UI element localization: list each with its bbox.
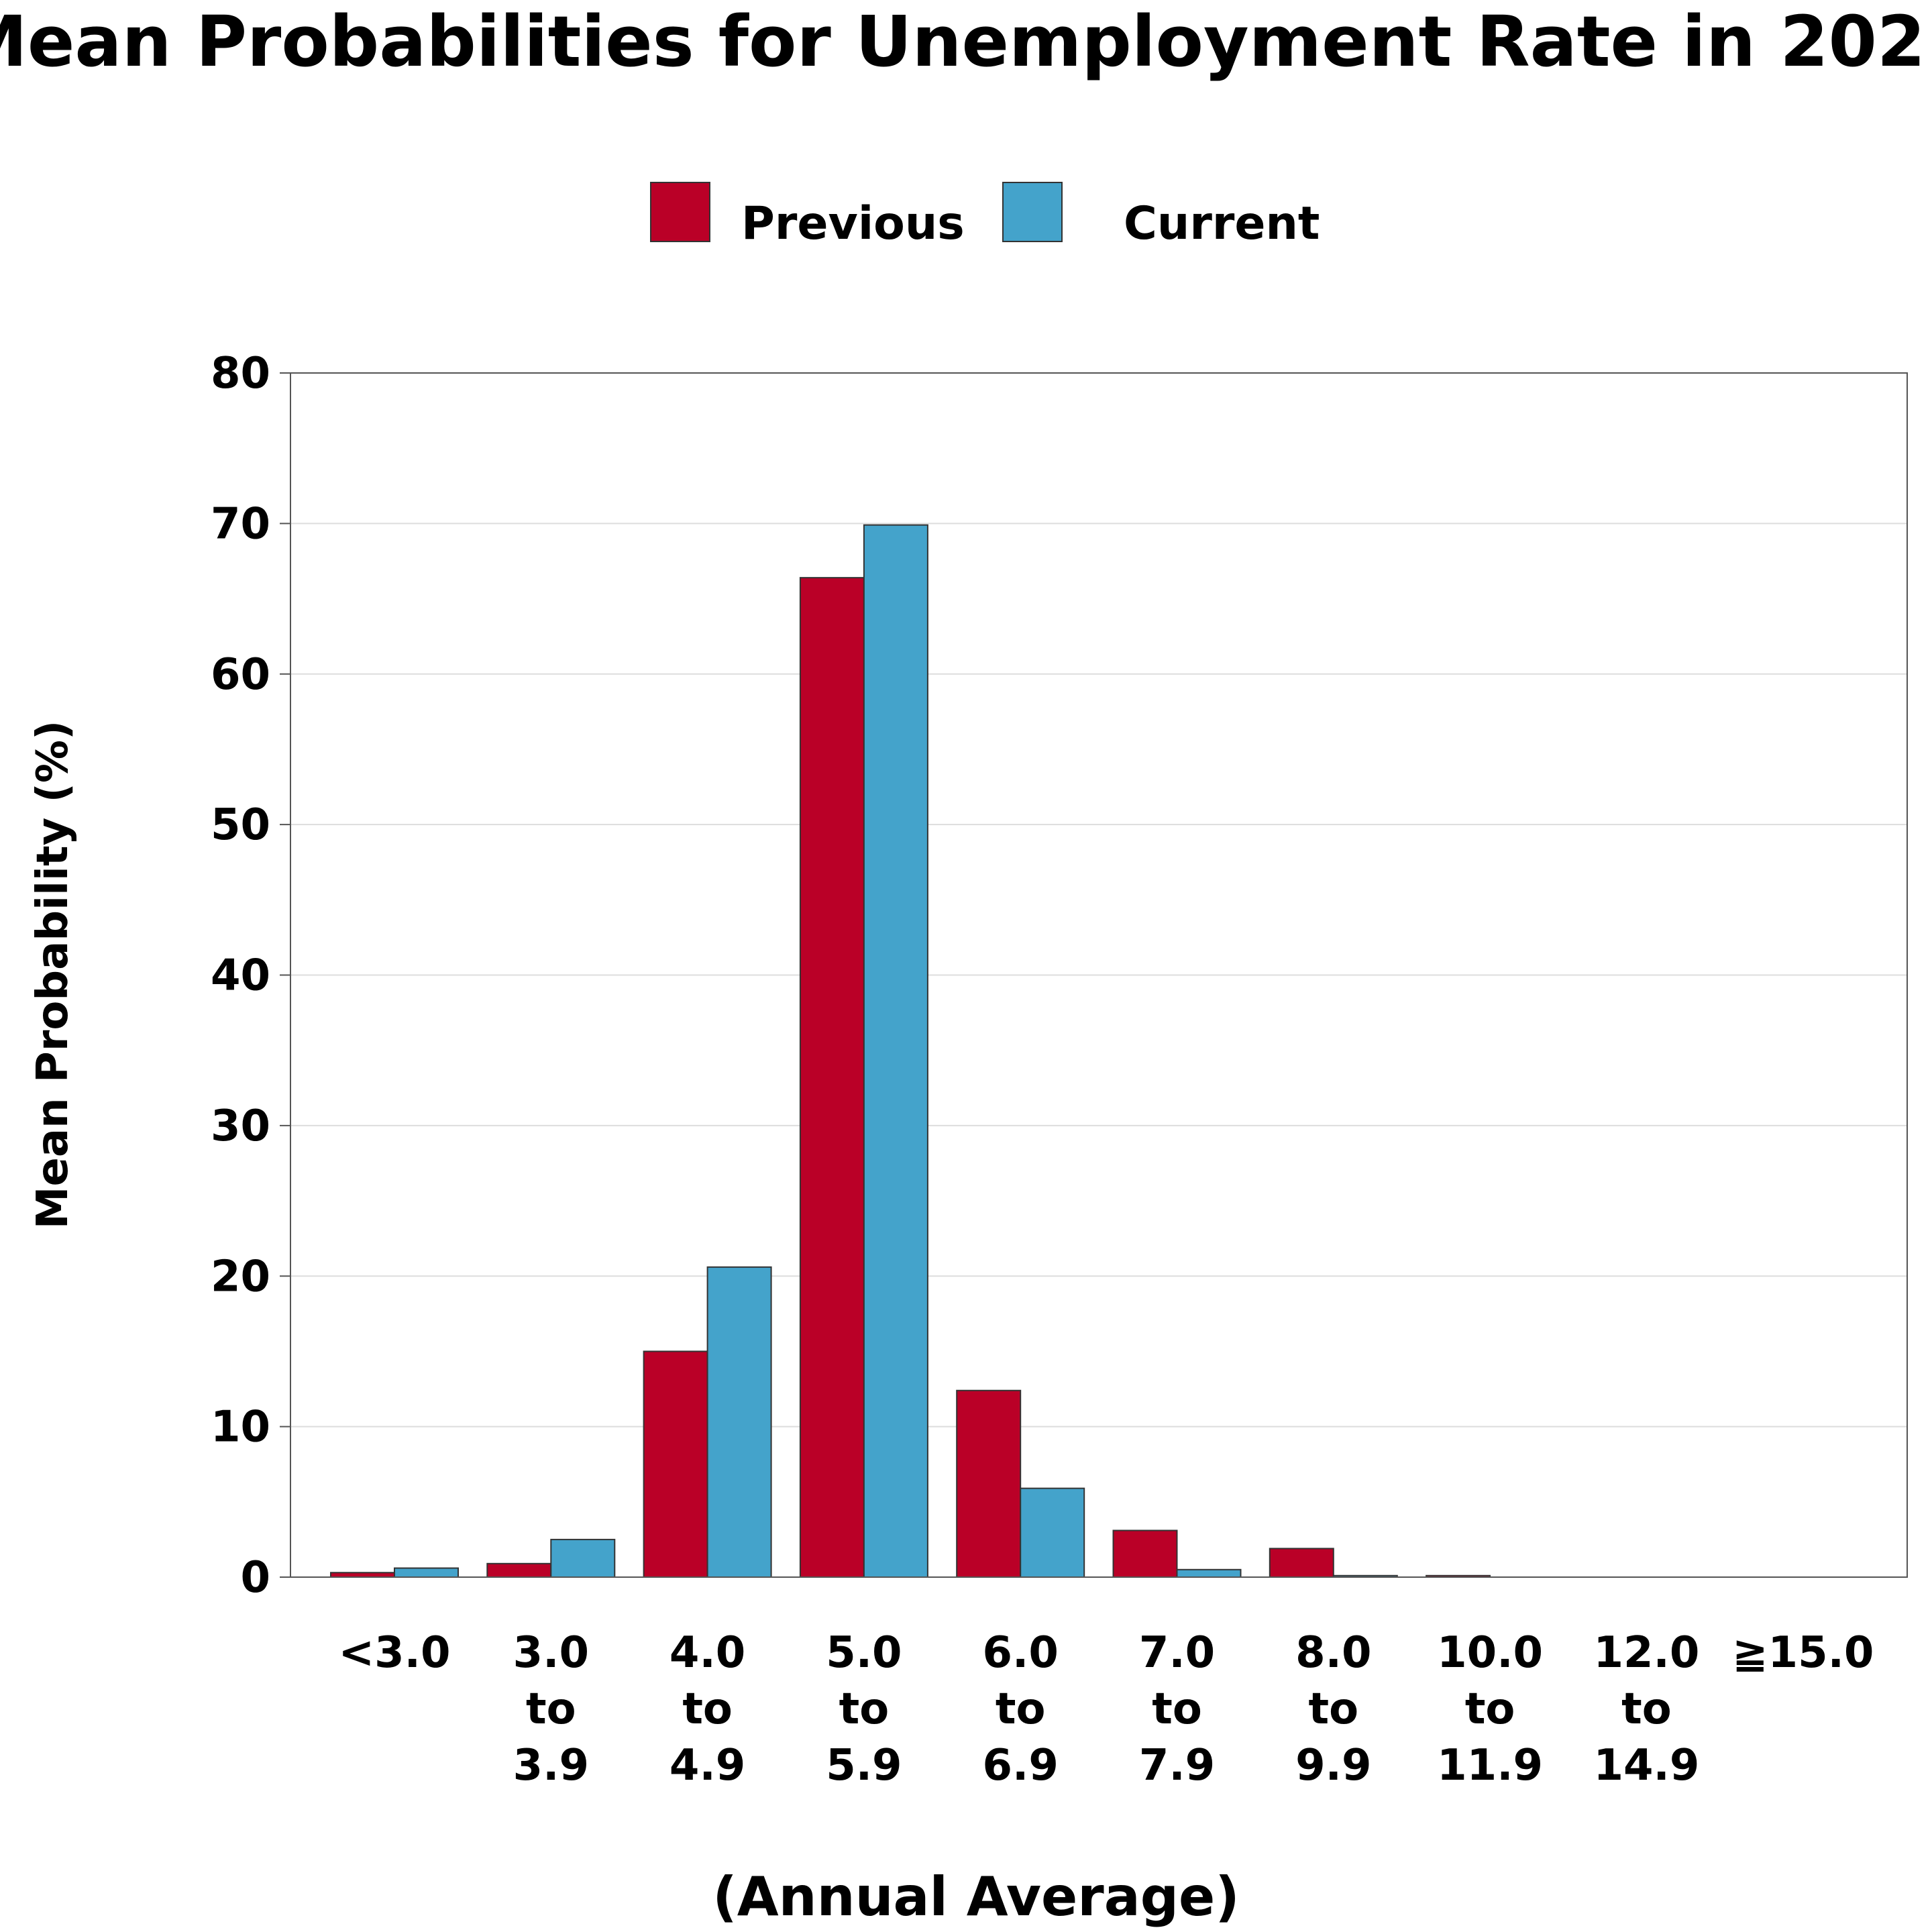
y-tick-label: 20	[211, 1252, 270, 1301]
x-tick-label: to	[526, 1684, 576, 1734]
x-tick-label: to	[1309, 1684, 1359, 1734]
y-ticks: 0 10 20 30 40 50 60 70 80	[211, 349, 290, 1603]
x-tick-label: 5.0	[826, 1628, 902, 1678]
bar-current-1	[550, 1538, 616, 1578]
x-tick-label: 14.9	[1593, 1741, 1699, 1790]
y-axis-label: Mean Probability (%)	[28, 720, 78, 1229]
x-axis-label: (Annual Average)	[712, 1866, 1240, 1928]
x-tick-label: 6.0	[983, 1628, 1059, 1678]
x-tick-label: to	[1621, 1684, 1672, 1734]
bars	[330, 524, 1491, 1578]
legend: Previous Current	[650, 182, 1320, 250]
x-tick-label: 7.0	[1139, 1628, 1215, 1678]
bar-current-5	[1176, 1568, 1242, 1578]
bar-previous-0	[330, 1572, 395, 1578]
x-tick-label: 12.0	[1593, 1628, 1699, 1678]
bar-current-4	[1020, 1487, 1085, 1578]
x-ticks: <3.0 3.0 to 3.9 4.0 to 4.9 5.0 to 5.9 6.0 to 6.9 7.0 t…	[339, 1628, 1874, 1790]
y-tick-label: 30	[211, 1102, 270, 1151]
gridlines	[290, 523, 1907, 1428]
bar-previous-6	[1269, 1548, 1334, 1578]
x-tick-label: to	[839, 1684, 890, 1734]
y-tick-label: 0	[240, 1553, 270, 1603]
bar-previous-3	[799, 577, 865, 1578]
x-tick-label: 8.0	[1295, 1628, 1371, 1678]
y-tick-label: 40	[211, 951, 270, 1001]
bar-current-0	[394, 1567, 459, 1578]
x-tick-label: to	[996, 1684, 1046, 1734]
y-tick-label: 10	[211, 1403, 270, 1452]
x-tick-label: to	[1465, 1684, 1515, 1734]
x-tick-label: to	[1152, 1684, 1202, 1734]
legend-label-previous: Previous	[741, 197, 965, 250]
x-tick-label: 11.9	[1437, 1741, 1543, 1790]
x-tick-label: 4.9	[669, 1741, 745, 1790]
x-tick-label: 3.9	[513, 1741, 589, 1790]
y-tick-label: 60	[211, 650, 270, 700]
legend-swatch-previous	[650, 182, 710, 242]
x-tick-label: ≧15.0	[1732, 1628, 1874, 1678]
chart-title: Mean Probabilities for Unemployment Rate…	[0, 1, 1932, 83]
bar-previous-4	[956, 1389, 1022, 1578]
x-tick-label: 4.0	[669, 1628, 745, 1678]
x-tick-label: 7.9	[1139, 1741, 1215, 1790]
bar-previous-5	[1112, 1529, 1178, 1578]
legend-swatch-current	[1002, 182, 1063, 242]
legend-label-current: Current	[1124, 197, 1320, 250]
x-tick-label: <3.0	[339, 1628, 451, 1678]
x-tick-label: 6.9	[983, 1741, 1059, 1790]
y-tick-label: 50	[211, 800, 270, 850]
bar-previous-2	[643, 1350, 708, 1578]
bar-current-3	[863, 524, 928, 1578]
x-tick-label: 3.0	[513, 1628, 589, 1678]
x-tick-label: 10.0	[1437, 1628, 1543, 1678]
x-tick-label: 5.9	[826, 1741, 902, 1790]
y-tick-label: 70	[211, 499, 270, 549]
y-tick-label: 80	[211, 349, 270, 398]
x-tick-label: to	[682, 1684, 733, 1734]
x-tick-label: 9.9	[1295, 1741, 1371, 1790]
bar-current-2	[706, 1266, 772, 1578]
bar-previous-1	[486, 1562, 552, 1578]
